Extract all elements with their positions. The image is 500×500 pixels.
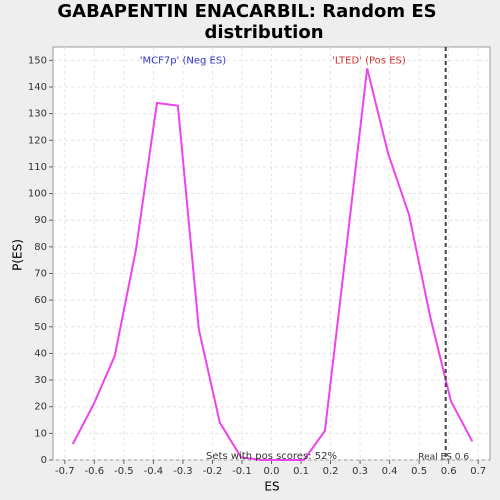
y-axis-label: P(ES)	[11, 239, 25, 271]
x-tick-label: -0.5	[114, 466, 134, 477]
y-tick-label: 90	[34, 215, 47, 226]
y-tick-label: 120	[28, 135, 47, 146]
y-tick-label: 80	[34, 242, 47, 253]
y-tick-label: 140	[28, 82, 47, 93]
y-tick-label: 0	[41, 455, 47, 466]
y-tick-label: 40	[34, 348, 47, 359]
y-tick-label: 150	[28, 55, 47, 66]
y-tick-label: 60	[34, 295, 47, 306]
annotation: 'MCF7p' (Neg ES)	[140, 55, 226, 66]
y-tick-label: 100	[28, 189, 47, 200]
x-tick-label: -0.7	[55, 466, 75, 477]
x-tick-label: -0.1	[232, 466, 252, 477]
x-tick-label: 0.0	[264, 466, 280, 477]
x-tick-label: 0.2	[323, 466, 339, 477]
x-tick-label: -0.2	[203, 466, 223, 477]
x-tick-label: -0.3	[173, 466, 193, 477]
x-tick-label: 0.6	[441, 466, 457, 477]
annotation: Sets with pos scores: 52%	[206, 451, 337, 462]
real-es-label: Real ES 0.6	[418, 453, 469, 463]
y-tick-label: 50	[34, 322, 47, 333]
y-tick-label: 10	[34, 428, 47, 439]
x-tick-label: 0.5	[411, 466, 427, 477]
y-tick-label: 30	[34, 375, 47, 386]
x-tick-label: 0.7	[470, 466, 486, 477]
y-tick-label: 130	[28, 109, 47, 120]
chart-title: distribution	[204, 22, 323, 43]
chart-title: GABAPENTIN ENACARBIL: Random ES	[57, 1, 436, 22]
y-tick-label: 110	[28, 162, 47, 173]
x-tick-label: 0.4	[382, 466, 398, 477]
annotation: 'LTED' (Pos ES)	[332, 55, 406, 66]
y-tick-label: 70	[34, 268, 47, 279]
x-tick-label: -0.6	[85, 466, 105, 477]
x-tick-label: 0.3	[352, 466, 368, 477]
x-axis-label: ES	[264, 480, 279, 494]
y-tick-label: 20	[34, 402, 47, 413]
x-tick-label: 0.1	[293, 466, 309, 477]
curve	[71, 68, 474, 461]
x-tick-label: -0.4	[144, 466, 164, 477]
